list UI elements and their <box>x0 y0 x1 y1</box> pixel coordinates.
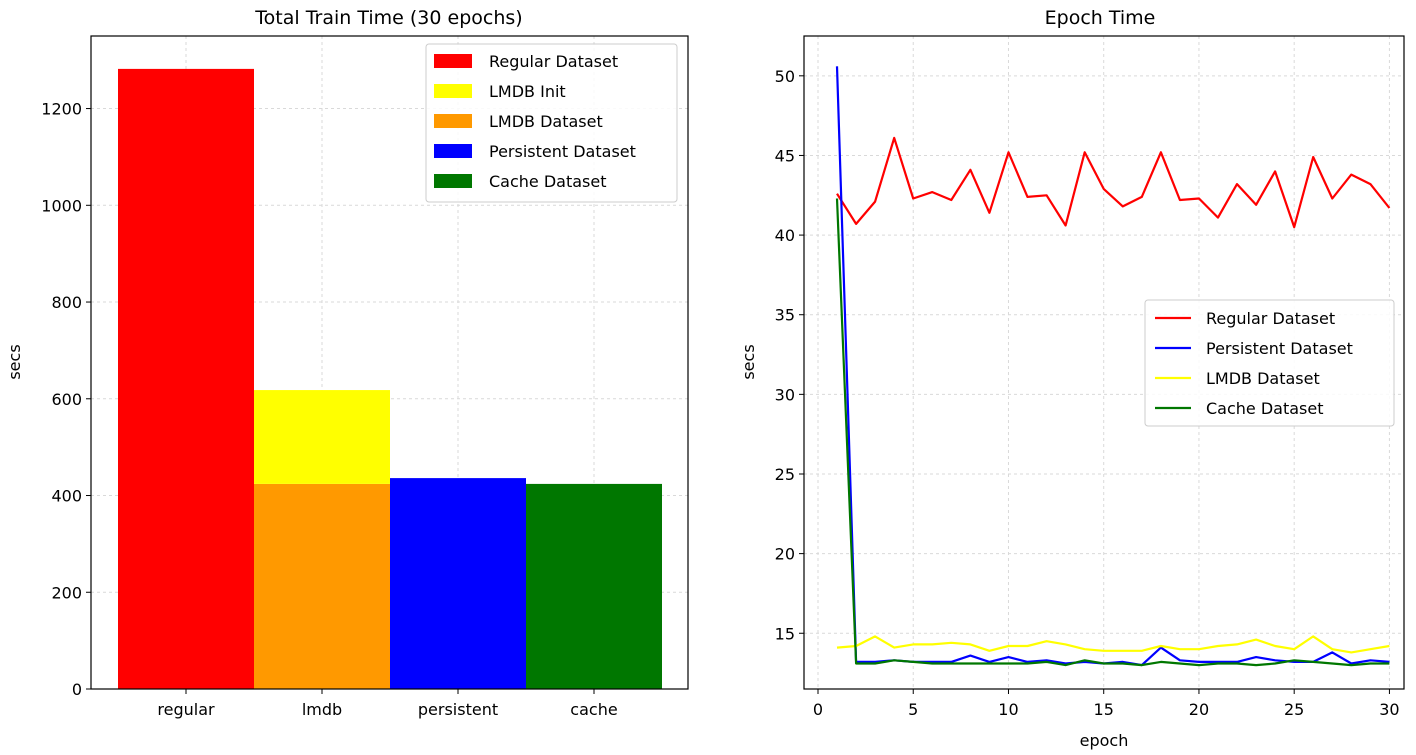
bar-legend-label-0: Regular Dataset <box>489 52 618 71</box>
line-legend-label-0: Regular Dataset <box>1206 309 1335 328</box>
bar-ytick-label-5: 1000 <box>41 196 82 215</box>
line-ytick-label-3: 30 <box>775 385 795 404</box>
line-xtick-label-1: 5 <box>908 700 918 719</box>
line-ytick-label-0: 15 <box>775 624 795 643</box>
bar-chart-y-ticks: 0 200 400 600 800 1000 1200 <box>41 100 91 699</box>
bar-legend-swatch-1 <box>434 84 472 98</box>
line-ytick-label-2: 25 <box>775 465 795 484</box>
line-ytick-label-1: 20 <box>775 545 795 564</box>
bar-persistent-persistent-dataset <box>390 478 526 689</box>
line-chart-epoch-time: Epoch Time 15 20 25 30 35 40 45 50 0 5 10 15 20 25 30… <box>739 7 1405 750</box>
bar-chart-legend: Regular Dataset LMDB Init LMDB Dataset Pers… <box>425 43 678 203</box>
bar-ytick-label-4: 800 <box>51 293 82 312</box>
bar-legend-label-2: LMDB Dataset <box>489 112 603 131</box>
line-chart-legend: Regular Dataset Persistent Dataset LMDB Da… <box>1144 299 1395 427</box>
line-chart-x-ticks: 0 5 10 15 20 25 30 <box>813 689 1400 719</box>
line-xtick-label-4: 20 <box>1189 700 1209 719</box>
line-xtick-label-3: 15 <box>1094 700 1114 719</box>
bar-ytick-label-3: 600 <box>51 390 82 409</box>
line-xtick-label-0: 0 <box>813 700 823 719</box>
line-legend-label-1: Persistent Dataset <box>1206 339 1353 358</box>
bar-lmdb-lmdb-init <box>254 390 390 484</box>
line-xtick-label-5: 25 <box>1284 700 1304 719</box>
line-chart-xlabel: epoch <box>1080 731 1129 750</box>
bar-ytick-label-2: 400 <box>51 487 82 506</box>
line-ytick-label-5: 40 <box>775 226 795 245</box>
line-series-regular-dataset <box>836 136 1391 229</box>
line-series-lmdb-dataset <box>836 635 1390 654</box>
bar-chart-bars <box>118 68 662 690</box>
bar-legend-swatch-0 <box>434 54 472 68</box>
bar-regular-regular-dataset <box>118 68 254 690</box>
bar-ytick-label-1: 200 <box>51 583 82 602</box>
bar-xtick-label-lmdb: lmdb <box>302 700 342 719</box>
line-xtick-label-6: 30 <box>1379 700 1399 719</box>
line-ytick-label-7: 50 <box>775 67 795 86</box>
bar-lmdb-lmdb-dataset <box>254 483 390 689</box>
line-chart-lines <box>835 66 1391 667</box>
bar-chart-frame <box>90 35 689 690</box>
line-legend-label-3: Cache Dataset <box>1206 399 1324 418</box>
line-chart-title: Epoch Time <box>1045 7 1156 29</box>
bar-legend-swatch-2 <box>434 114 472 128</box>
bar-chart-total-train-time: Total Train Time (30 epochs) 0 200 400 600 8… <box>5 7 689 719</box>
bar-legend-swatch-4 <box>434 174 472 188</box>
line-xtick-label-2: 10 <box>998 700 1018 719</box>
line-series-cache-dataset <box>835 198 1390 667</box>
bar-xtick-label-persistent: persistent <box>418 700 498 719</box>
line-chart-y-ticks: 15 20 25 30 35 40 45 50 <box>775 67 804 643</box>
bar-ytick-label-0: 0 <box>72 680 82 699</box>
bar-legend-box <box>425 43 678 203</box>
bar-legend-label-1: LMDB Init <box>489 82 566 101</box>
bar-chart-title: Total Train Time (30 epochs) <box>254 7 522 29</box>
bar-legend-label-3: Persistent Dataset <box>489 142 636 161</box>
bar-cache-cache-dataset <box>526 483 662 689</box>
line-ytick-label-4: 35 <box>775 306 795 325</box>
line-chart-ylabel: secs <box>739 344 758 379</box>
bar-legend-swatch-3 <box>434 144 472 158</box>
bar-ytick-label-6: 1200 <box>41 100 82 119</box>
bar-chart-x-ticks: regular lmdb persistent cache <box>157 689 618 719</box>
bar-legend-label-4: Cache Dataset <box>489 172 607 191</box>
line-ytick-label-6: 45 <box>775 146 795 165</box>
line-chart-grid <box>804 36 1404 689</box>
bar-chart-ylabel: secs <box>5 344 24 379</box>
line-legend-label-2: LMDB Dataset <box>1206 369 1320 388</box>
bar-xtick-label-regular: regular <box>157 700 215 719</box>
bar-xtick-label-cache: cache <box>570 700 617 719</box>
line-legend-box <box>1144 299 1395 427</box>
